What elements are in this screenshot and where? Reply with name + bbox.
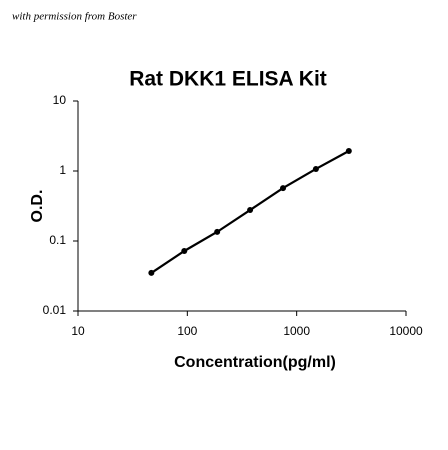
data-point [345, 148, 352, 155]
y-tick-label: 0.1 [49, 233, 66, 247]
watermark: with permission from Boster [12, 11, 137, 23]
chart-title: Rat DKK1 ELISA Kit [129, 68, 327, 91]
x-tick-label: 100 [177, 324, 197, 338]
y-tick-label: 10 [53, 93, 67, 107]
y-tick-label: 1 [59, 163, 66, 177]
x-tick-label: 10 [71, 324, 85, 338]
data-point [280, 185, 287, 192]
x-axis-label: Concentration(pg/ml) [174, 354, 336, 371]
x-tick-label: 1000 [283, 324, 310, 338]
data-point [312, 165, 319, 172]
x-tick-label: 10000 [389, 324, 423, 338]
y-axis-label: O.D. [29, 190, 46, 223]
y-tick-label: 0.01 [43, 303, 67, 317]
data-point [214, 228, 221, 235]
data-point [247, 207, 254, 214]
data-point [148, 269, 155, 276]
data-point [181, 247, 188, 254]
